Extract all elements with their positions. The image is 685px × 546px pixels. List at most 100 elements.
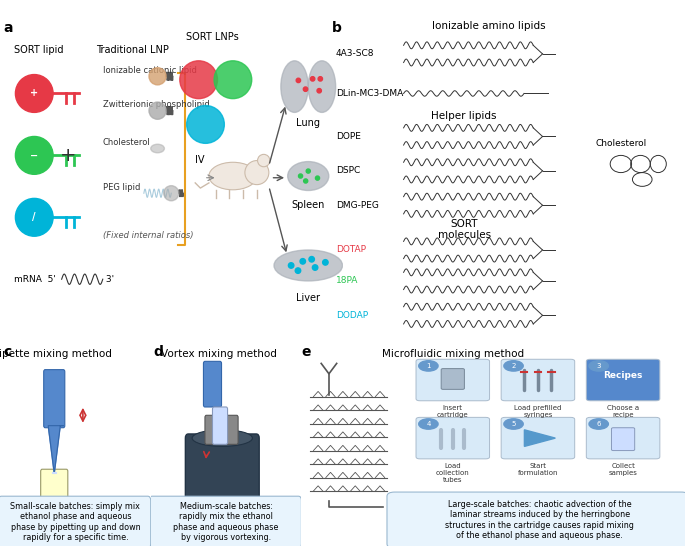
Text: Spleen: Spleen	[292, 200, 325, 210]
FancyBboxPatch shape	[205, 416, 238, 444]
FancyBboxPatch shape	[0, 496, 151, 546]
Circle shape	[303, 179, 308, 183]
Text: 3': 3'	[103, 275, 114, 284]
Text: Cholesterol: Cholesterol	[595, 139, 647, 148]
Text: Load prefilled
syringes: Load prefilled syringes	[514, 405, 562, 418]
Circle shape	[323, 259, 328, 265]
Text: d: d	[153, 345, 164, 359]
Ellipse shape	[288, 162, 329, 191]
FancyBboxPatch shape	[612, 428, 635, 450]
Text: +: +	[60, 146, 77, 165]
FancyBboxPatch shape	[149, 496, 301, 546]
Text: SORT LNPs: SORT LNPs	[186, 32, 239, 41]
Circle shape	[296, 78, 301, 82]
Circle shape	[179, 61, 217, 99]
Text: Microfluidic mixing method: Microfluidic mixing method	[382, 349, 524, 359]
Text: 6: 6	[597, 421, 601, 427]
Circle shape	[149, 68, 166, 85]
Circle shape	[295, 268, 301, 274]
Text: Ionizable amino lipids: Ionizable amino lipids	[432, 21, 546, 31]
Circle shape	[300, 259, 306, 264]
Text: IV: IV	[195, 156, 205, 165]
Circle shape	[164, 186, 179, 201]
Circle shape	[15, 75, 53, 112]
Circle shape	[214, 61, 252, 99]
Text: e: e	[302, 345, 312, 359]
Text: a: a	[3, 21, 13, 35]
FancyBboxPatch shape	[387, 492, 685, 546]
Ellipse shape	[192, 430, 252, 447]
Text: Cholesterol: Cholesterol	[103, 138, 151, 147]
Text: PEG lipid: PEG lipid	[103, 183, 140, 192]
Ellipse shape	[151, 144, 164, 153]
Circle shape	[258, 155, 270, 167]
Circle shape	[309, 257, 314, 262]
Text: Large-scale batches: chaotic advection of the
laminar streams induced by the her: Large-scale batches: chaotic advection o…	[445, 500, 634, 540]
FancyBboxPatch shape	[40, 469, 68, 502]
FancyBboxPatch shape	[416, 359, 490, 401]
Text: 2: 2	[512, 363, 516, 369]
Circle shape	[299, 174, 303, 178]
Circle shape	[15, 136, 53, 174]
Text: DLin-MC3-DMA: DLin-MC3-DMA	[336, 89, 403, 98]
Text: DSPC: DSPC	[336, 167, 360, 175]
Circle shape	[315, 176, 319, 180]
Text: b: b	[332, 21, 342, 35]
Ellipse shape	[274, 250, 342, 281]
FancyBboxPatch shape	[44, 370, 65, 428]
FancyBboxPatch shape	[501, 359, 575, 401]
Text: /: /	[32, 212, 36, 222]
Text: SORT
molecules: SORT molecules	[438, 218, 490, 240]
Text: Recipes: Recipes	[603, 371, 643, 381]
Text: +: +	[30, 88, 38, 98]
FancyBboxPatch shape	[441, 369, 464, 389]
FancyBboxPatch shape	[586, 417, 660, 459]
Text: Traditional LNP: Traditional LNP	[96, 45, 169, 55]
Text: 4: 4	[426, 421, 431, 427]
Circle shape	[149, 102, 166, 119]
FancyBboxPatch shape	[416, 417, 490, 459]
Text: 3: 3	[597, 363, 601, 369]
Text: 1: 1	[426, 363, 431, 369]
Text: Medium-scale batches:
rapidly mix the ethanol
phase and aqueous phase
by vigorou: Medium-scale batches: rapidly mix the et…	[173, 502, 279, 542]
Text: DOTAP: DOTAP	[336, 246, 366, 254]
Circle shape	[303, 87, 308, 91]
FancyBboxPatch shape	[186, 434, 259, 505]
Circle shape	[245, 161, 269, 185]
Circle shape	[419, 361, 438, 371]
Text: Ionizable cationic lipid: Ionizable cationic lipid	[103, 66, 197, 75]
Text: Zwitterionic phospholipid: Zwitterionic phospholipid	[103, 100, 210, 109]
Text: Lung: Lung	[296, 117, 321, 128]
Circle shape	[317, 88, 321, 93]
Circle shape	[310, 76, 315, 81]
Ellipse shape	[209, 162, 257, 190]
Polygon shape	[48, 426, 63, 473]
Text: Start
formulation: Start formulation	[518, 463, 558, 476]
Text: c: c	[3, 345, 11, 359]
Circle shape	[15, 198, 53, 236]
Text: 4A3-SC8: 4A3-SC8	[336, 50, 375, 58]
Text: 5: 5	[512, 421, 516, 427]
FancyBboxPatch shape	[586, 359, 660, 401]
Circle shape	[186, 105, 225, 144]
Text: −: −	[30, 150, 38, 161]
Text: 18PA: 18PA	[336, 276, 358, 286]
FancyBboxPatch shape	[203, 361, 221, 407]
Text: (Fixed internal ratios): (Fixed internal ratios)	[103, 231, 193, 240]
Circle shape	[504, 419, 523, 429]
Circle shape	[419, 419, 438, 429]
Text: Vortex mixing method: Vortex mixing method	[160, 349, 277, 359]
Text: mRNA  5': mRNA 5'	[14, 275, 55, 284]
Polygon shape	[525, 430, 556, 447]
FancyBboxPatch shape	[212, 407, 227, 444]
Text: Insert
cartridge: Insert cartridge	[437, 405, 469, 418]
Text: Small-scale batches: simply mix
ethanol phase and aqueous
phase by pipetting up : Small-scale batches: simply mix ethanol …	[10, 502, 140, 542]
Text: DODAP: DODAP	[336, 311, 368, 320]
FancyBboxPatch shape	[501, 417, 575, 459]
Text: Collect
samples: Collect samples	[609, 463, 638, 476]
Circle shape	[312, 265, 318, 270]
Text: Liver: Liver	[296, 293, 321, 303]
Circle shape	[589, 361, 608, 371]
Text: Choose a
recipe: Choose a recipe	[607, 405, 639, 418]
Text: Pipette mixing method: Pipette mixing method	[0, 349, 112, 359]
